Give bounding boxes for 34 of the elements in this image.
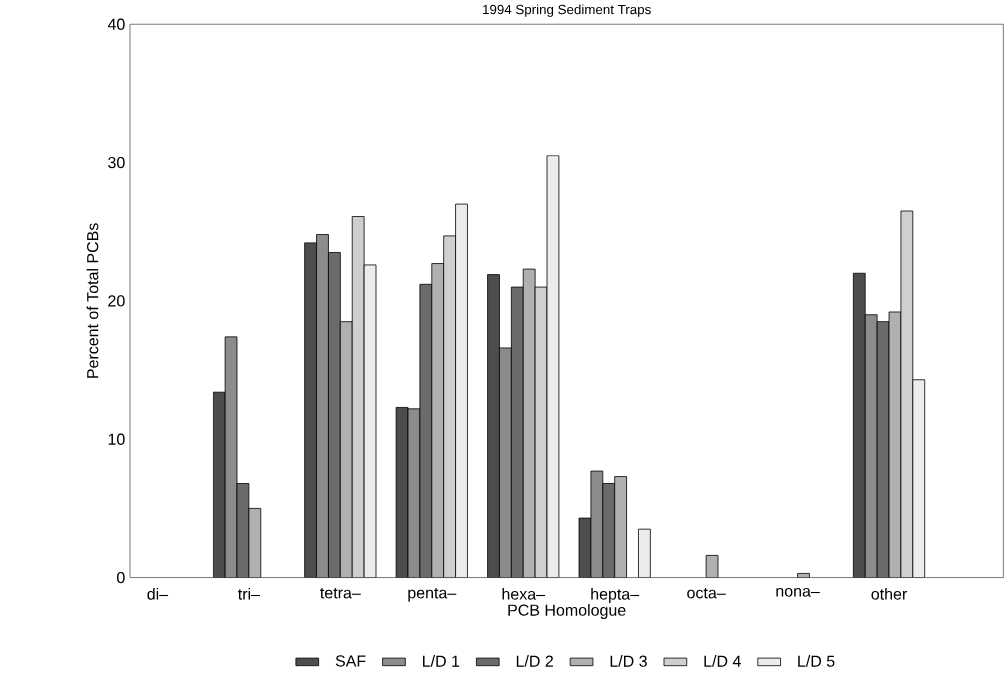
x-tick-label: hexa–: [502, 587, 546, 600]
legend-label: L/D 4: [704, 655, 741, 667]
legend-label: L/D 2: [516, 655, 553, 667]
bar: [328, 251, 341, 578]
y-tick-label: 0: [117, 571, 125, 584]
bar: [705, 554, 719, 578]
bar: [638, 528, 651, 578]
y-tick-label: 30: [108, 156, 125, 169]
bar: [455, 203, 468, 578]
legend-label: L/D 3: [610, 655, 647, 667]
legend-label: L/D 5: [798, 655, 835, 667]
bar: [602, 482, 616, 578]
bar: [797, 572, 810, 578]
x-tick-label: di–: [147, 587, 169, 600]
x-tick-label: tetra–: [320, 587, 361, 599]
legend-label: SAF: [335, 655, 366, 667]
bar: [499, 347, 512, 578]
bar: [912, 379, 926, 578]
chart-title: 1994 Spring Sediment Traps: [483, 4, 651, 17]
x-axis-title: PCB Homologue: [508, 603, 626, 619]
y-tick-label: 40: [107, 18, 125, 30]
bar: [316, 233, 329, 578]
legend-label: L/D 1: [423, 655, 460, 667]
y-tick-label: 20: [108, 295, 125, 307]
x-tick-label: hepta–: [591, 587, 640, 603]
x-tick-label: other: [871, 587, 907, 600]
x-tick-label: penta–: [408, 587, 457, 602]
x-tick-label: tri–: [238, 587, 260, 600]
bar: [443, 235, 456, 578]
x-tick-label: nona–: [776, 587, 820, 597]
bar: [510, 286, 524, 578]
y-tick-label: 10: [108, 433, 125, 445]
y-axis-title: Percent of Total PCBs: [86, 223, 99, 378]
x-tick-label: octa–: [687, 587, 726, 599]
